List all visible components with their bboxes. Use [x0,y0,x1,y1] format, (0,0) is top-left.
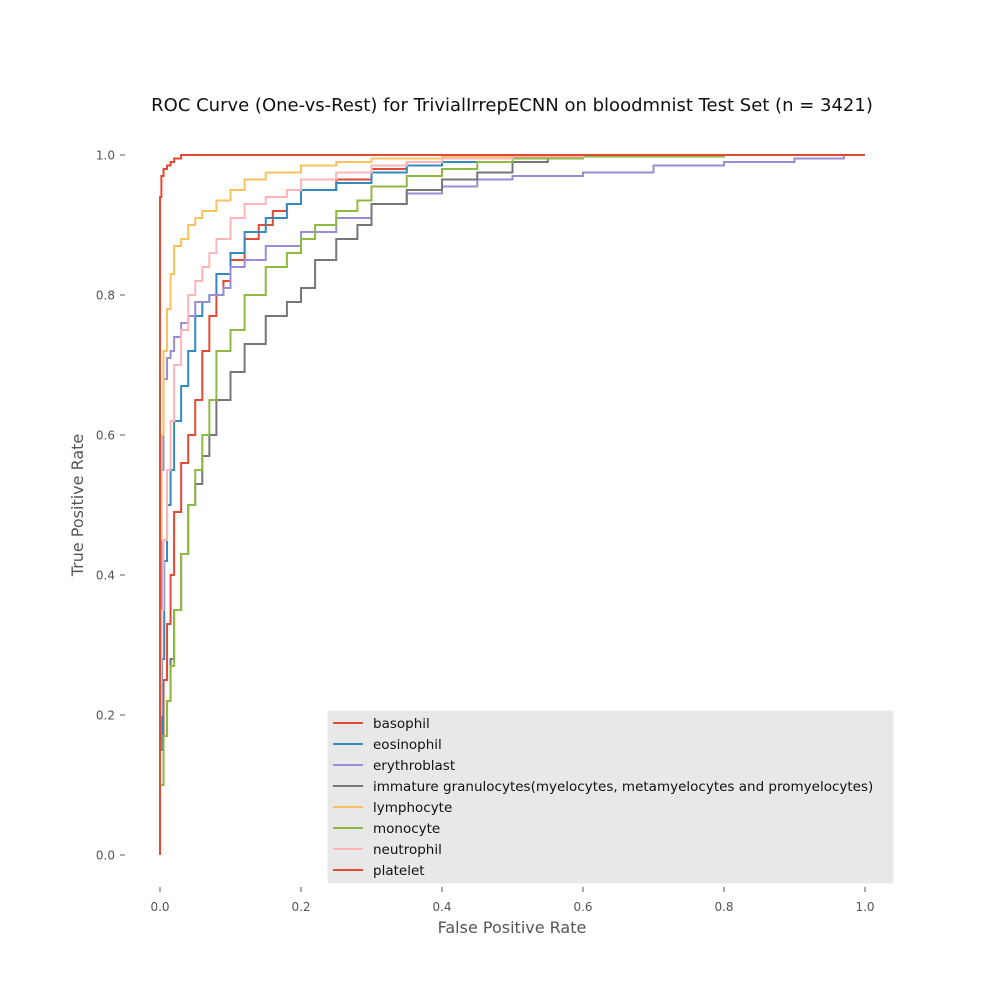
roc-line-7 [159,154,865,855]
legend-box [327,710,894,884]
x-axis-ticks: 0.0 0.2 0.4 0.6 0.8 1.0 [150,887,875,914]
roc-line-4 [159,154,865,855]
x-tick-label: 0.2 [291,900,310,914]
x-tick-label: 0.0 [150,900,169,914]
x-tick-label: 0.8 [714,900,733,914]
legend-label: platelet [373,863,425,879]
legend-label: neutrophil [373,842,442,858]
roc-line-5 [159,154,865,855]
series-lines [159,154,865,855]
chart-title: ROC Curve (One-vs-Rest) for TrivialIrrep… [151,95,873,116]
y-axis-label: True Positive Rate [68,434,87,578]
legend: basophil eosinophil erythroblast immature g… [327,710,894,884]
roc-line-2 [159,154,865,855]
legend-label: lymphocyte [373,800,452,816]
legend-label: eosinophil [373,737,442,753]
y-axis-ticks: 0.0 0.2 0.4 0.6 0.8 1.0 [96,149,125,863]
x-tick-label: 0.4 [432,900,451,914]
roc-line-6 [159,154,865,855]
legend-label: basophil [373,716,430,732]
legend-label: monocyte [373,821,440,837]
x-tick-label: 1.0 [855,900,874,914]
x-axis-label: False Positive Rate [438,918,587,937]
y-tick-label: 0.2 [96,709,115,723]
y-tick-label: 0.0 [96,849,115,863]
x-tick-label: 0.6 [573,900,592,914]
y-tick-label: 1.0 [96,149,115,163]
y-tick-label: 0.6 [96,429,115,443]
legend-label: erythroblast [373,758,455,774]
y-tick-label: 0.4 [96,569,115,583]
legend-label: immature granulocytes(myelocytes, metamy… [373,779,873,795]
y-tick-label: 0.8 [96,289,115,303]
